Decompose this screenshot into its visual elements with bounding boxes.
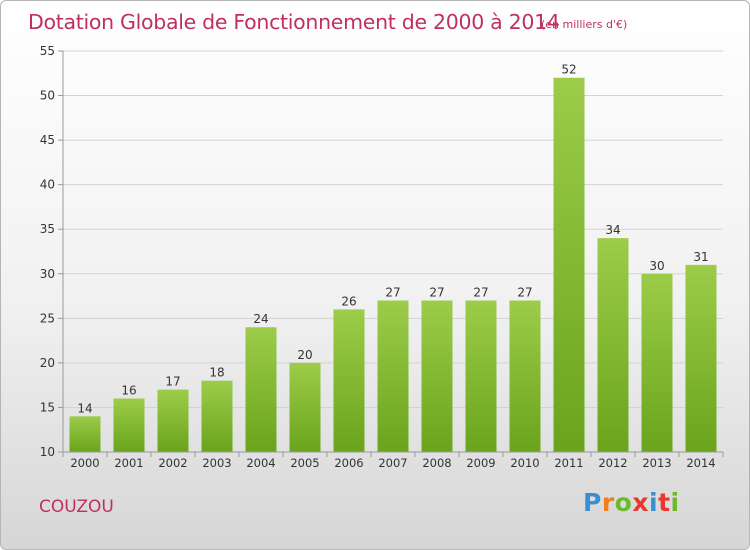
bar-value-label: 31 — [693, 250, 708, 264]
x-tick-label: 2003 — [202, 456, 231, 470]
bar-value-label: 34 — [605, 223, 620, 237]
bar[interactable] — [641, 273, 673, 452]
bar[interactable] — [245, 327, 277, 452]
y-tick-label: 30 — [40, 267, 55, 281]
logo-letter: r — [601, 488, 615, 517]
logo-letter: i — [649, 488, 659, 517]
y-tick-label: 15 — [40, 400, 55, 414]
bar-value-labels: 14 16 17 18 24 20 26 27 27 27 27 52 34 30 31 — [77, 63, 708, 416]
x-tick-label: 2012 — [598, 456, 627, 470]
x-tick-label: 2001 — [114, 456, 143, 470]
bar-value-label: 27 — [517, 286, 532, 300]
logo-letter: o — [614, 488, 633, 517]
x-tick-label: 2002 — [158, 456, 187, 470]
x-tick-label: 2011 — [554, 456, 583, 470]
x-tick-label: 2013 — [642, 456, 671, 470]
logo-letter: x — [632, 488, 649, 517]
bar-value-label: 14 — [77, 401, 92, 415]
bar[interactable] — [333, 309, 365, 452]
logo-letter: t — [658, 488, 671, 517]
bar[interactable] — [553, 77, 585, 452]
bar-value-label: 30 — [649, 259, 664, 273]
bar-value-label: 18 — [209, 366, 224, 380]
x-tick-label: 2014 — [686, 456, 715, 470]
chart-subtitle: (en milliers d'€) — [541, 18, 628, 31]
bar[interactable] — [465, 300, 497, 452]
bar-value-label: 20 — [297, 348, 312, 362]
chart-title: Dotation Globale de Fonctionnement de 20… — [28, 10, 560, 34]
bar-value-label: 27 — [385, 286, 400, 300]
y-tick-label: 55 — [40, 44, 55, 58]
bar[interactable] — [421, 300, 453, 452]
x-tick-label: 2010 — [510, 456, 539, 470]
x-tick-label: 2008 — [422, 456, 451, 470]
x-tick-label: 2004 — [246, 456, 275, 470]
y-tick-label: 40 — [40, 178, 55, 192]
x-tick-label: 2009 — [466, 456, 495, 470]
bar[interactable] — [113, 398, 145, 452]
y-tick-label: 50 — [40, 89, 55, 103]
commune-name: COUZOU — [39, 497, 114, 517]
bar[interactable] — [201, 380, 233, 452]
bar[interactable] — [597, 238, 629, 452]
bar-value-label: 27 — [473, 286, 488, 300]
bars — [69, 77, 717, 452]
logo-letter: i — [670, 488, 680, 517]
y-tick-label: 45 — [40, 133, 55, 147]
bar[interactable] — [377, 300, 409, 452]
proxiti-logo[interactable]: Proxiti — [583, 488, 680, 517]
bar-value-label: 16 — [121, 384, 136, 398]
bar[interactable] — [685, 264, 717, 452]
bar[interactable] — [509, 300, 541, 452]
y-tick-label: 10 — [40, 445, 55, 459]
bar-value-label: 17 — [165, 375, 180, 389]
y-tick-label: 20 — [40, 356, 55, 370]
x-tick-label: 2000 — [70, 456, 99, 470]
x-tick-label: 2006 — [334, 456, 363, 470]
x-tick-label: 2005 — [290, 456, 319, 470]
y-tick-label: 35 — [40, 222, 55, 236]
y-tick-label: 25 — [40, 311, 55, 325]
x-axis-ticks: 2000 2001 2002 2003 2004 2005 2006 2007 2008 2009… — [62, 452, 724, 470]
bar[interactable] — [289, 362, 321, 452]
y-axis-ticks: 10 15 20 25 30 35 40 45 50 55 — [40, 44, 63, 459]
bar[interactable] — [69, 416, 101, 452]
bar-value-label: 26 — [341, 294, 356, 308]
bar[interactable] — [157, 389, 189, 452]
logo-letter: P — [583, 488, 602, 517]
bar-value-label: 52 — [561, 63, 576, 77]
x-tick-label: 2007 — [378, 456, 407, 470]
bar-value-label: 27 — [429, 286, 444, 300]
bar-value-label: 24 — [253, 312, 268, 326]
